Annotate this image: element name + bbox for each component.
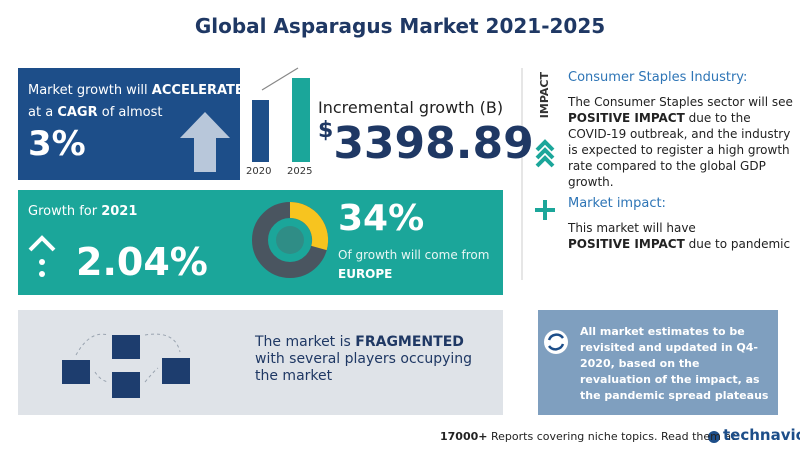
industry-title: Consumer Staples Industry: bbox=[568, 70, 748, 85]
logo-icon bbox=[708, 431, 720, 443]
up-arrow bbox=[180, 112, 230, 172]
incremental-value: $3398.89 bbox=[318, 118, 534, 169]
growth-label: Growth for 2021 bbox=[28, 204, 138, 219]
note-text: All market estimates to be revisited and… bbox=[580, 325, 769, 402]
trend-arrow bbox=[261, 67, 299, 91]
growth-icon bbox=[39, 271, 45, 277]
bar-icon bbox=[292, 78, 310, 162]
plus-icon bbox=[535, 200, 555, 220]
fragmented-panel bbox=[18, 310, 503, 415]
market-text: This market will have POSITIVE IMPACT due… bbox=[568, 221, 791, 251]
share-text: Of growth will come from bbox=[338, 248, 490, 262]
growth-value: 2.04% bbox=[76, 240, 208, 284]
donut-icon bbox=[276, 226, 304, 254]
incremental-label: Incremental growth (B) bbox=[318, 98, 504, 117]
growth-icon bbox=[28, 235, 56, 252]
fragmented-text: The market is FRAGMENTED with several pl… bbox=[255, 334, 473, 384]
growth-icon bbox=[39, 259, 45, 265]
chevrons-icon bbox=[535, 139, 555, 168]
share-region: EUROPE bbox=[338, 267, 393, 281]
footer-text: 17000+ Reports covering niche topics. Re… bbox=[440, 430, 736, 443]
buildings-links bbox=[75, 333, 181, 383]
year-label: 2025 bbox=[287, 166, 313, 177]
title: Global Asparagus Market 2021-2025 bbox=[194, 14, 606, 38]
donut-icon bbox=[289, 201, 329, 251]
share-value: 34% bbox=[338, 198, 425, 239]
cagr-text: Market growth will ACCELERATE at a CAGR … bbox=[28, 83, 244, 120]
impact-heading: IMPACT bbox=[538, 72, 551, 119]
buildings-icon bbox=[62, 335, 190, 398]
refresh-icon bbox=[547, 333, 565, 351]
bar-icon bbox=[252, 100, 269, 162]
note-panel bbox=[538, 310, 778, 415]
cagr-value: 3% bbox=[28, 124, 86, 164]
market-title: Market impact: bbox=[568, 196, 666, 211]
industry-text: The Consumer Staples sector will see POS… bbox=[568, 95, 793, 189]
year-label: 2020 bbox=[246, 166, 272, 177]
brand: technavio bbox=[723, 426, 800, 444]
